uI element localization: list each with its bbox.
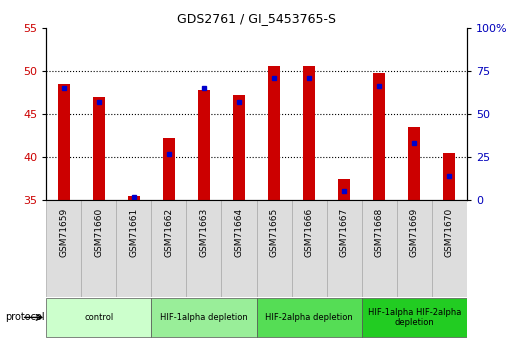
Text: GSM71669: GSM71669 [410, 208, 419, 257]
Bar [233, 95, 245, 200]
Bar [256, 200, 291, 297]
Bar [163, 138, 175, 200]
Bar [93, 97, 105, 200]
Bar [222, 200, 256, 297]
Text: GSM71663: GSM71663 [200, 208, 208, 257]
Bar [362, 200, 397, 297]
Bar [186, 200, 222, 297]
Bar [362, 297, 467, 337]
Text: HIF-1alpha depletion: HIF-1alpha depletion [160, 313, 248, 322]
Bar [151, 297, 256, 337]
Bar [116, 200, 151, 297]
Bar [268, 66, 280, 200]
Text: HIF-1alpha HIF-2alpha
depletion: HIF-1alpha HIF-2alpha depletion [367, 308, 461, 327]
Bar [46, 200, 81, 297]
Text: HIF-2alpha depletion: HIF-2alpha depletion [265, 313, 353, 322]
Bar [198, 90, 210, 200]
Text: GSM71661: GSM71661 [129, 208, 139, 257]
Text: GSM71667: GSM71667 [340, 208, 349, 257]
Bar [291, 200, 327, 297]
Bar [443, 152, 456, 200]
Bar [327, 200, 362, 297]
Bar [408, 127, 420, 200]
Text: GSM71665: GSM71665 [269, 208, 279, 257]
Bar [432, 200, 467, 297]
Text: protocol: protocol [5, 313, 45, 322]
Bar [128, 196, 140, 200]
Bar [46, 297, 151, 337]
Bar [57, 84, 70, 200]
Text: GSM71659: GSM71659 [59, 208, 68, 257]
Bar [303, 66, 315, 200]
Text: GSM71664: GSM71664 [234, 208, 244, 257]
Text: GSM71668: GSM71668 [374, 208, 384, 257]
Bar [81, 200, 116, 297]
Bar [373, 73, 385, 200]
Text: GSM71662: GSM71662 [164, 208, 173, 257]
Bar [256, 297, 362, 337]
Text: GSM71666: GSM71666 [305, 208, 313, 257]
Text: GSM71670: GSM71670 [445, 208, 454, 257]
Text: control: control [84, 313, 113, 322]
Bar [338, 179, 350, 200]
Text: GSM71660: GSM71660 [94, 208, 103, 257]
Bar [151, 200, 186, 297]
Bar [397, 200, 432, 297]
Title: GDS2761 / GI_5453765-S: GDS2761 / GI_5453765-S [177, 12, 336, 25]
